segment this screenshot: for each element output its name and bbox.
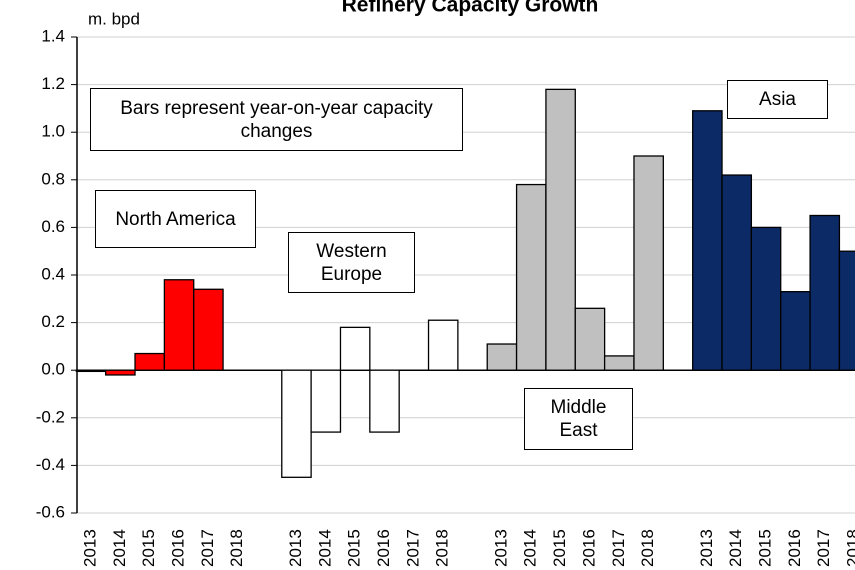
series-label: Middle East — [524, 388, 633, 450]
x-tick-label: 2017 — [403, 529, 422, 567]
annotation: Bars represent year-on-year capacity cha… — [90, 88, 463, 151]
bar — [780, 291, 811, 371]
x-tick-label: 2016 — [785, 529, 804, 567]
x-tick-label: 2013 — [491, 529, 510, 567]
series-label: Western Europe — [288, 232, 415, 293]
y-axis-label: m. bpd — [88, 9, 140, 28]
y-tick-label: 0.6 — [41, 217, 65, 236]
bar — [75, 369, 107, 373]
x-tick-label: 2018 — [844, 529, 855, 567]
bar — [105, 369, 136, 376]
bar — [721, 174, 753, 371]
x-tick-label: 2016 — [579, 529, 598, 567]
x-tick-label: 2014 — [521, 529, 540, 567]
bar — [310, 369, 342, 433]
bar — [486, 343, 518, 371]
bar — [574, 307, 606, 371]
bar — [339, 326, 371, 371]
bar — [163, 279, 195, 371]
x-tick-label: 2017 — [814, 529, 833, 567]
x-tick-label: 2015 — [345, 529, 364, 567]
x-tick-label: 2013 — [286, 529, 305, 567]
y-tick-label: -0.2 — [36, 407, 65, 426]
y-tick-label: -0.4 — [36, 455, 65, 474]
series-label: North America — [95, 190, 256, 248]
y-tick-label: 1.0 — [41, 122, 65, 141]
y-tick-label: 0.8 — [41, 169, 65, 188]
x-tick-label: 2014 — [110, 529, 129, 567]
bar — [603, 355, 635, 371]
bar — [809, 214, 841, 371]
bar — [692, 110, 723, 371]
y-tick-label: 0.4 — [41, 264, 65, 283]
bar — [838, 250, 855, 371]
x-tick-label: 2017 — [609, 529, 628, 567]
bar — [750, 226, 782, 371]
x-tick-label: 2017 — [198, 529, 217, 567]
x-tick-label: 2018 — [227, 529, 246, 567]
y-tick-label: 0.0 — [41, 360, 65, 379]
x-tick-label: 2018 — [638, 529, 657, 567]
x-tick-label: 2013 — [697, 529, 716, 567]
bar — [369, 369, 400, 433]
y-tick-label: -0.6 — [36, 502, 65, 521]
y-tick-label: 1.2 — [41, 74, 65, 93]
bar — [633, 155, 664, 371]
series-label: Asia — [727, 80, 828, 119]
y-tick-label: 1.4 — [41, 26, 65, 45]
y-tick-label: 0.2 — [41, 312, 65, 331]
x-tick-label: 2015 — [550, 529, 569, 567]
chart-title: Refinery Capacity Growth — [342, 0, 599, 17]
x-tick-label: 2015 — [139, 529, 158, 567]
x-tick-label: 2016 — [169, 529, 188, 567]
x-tick-label: 2018 — [433, 529, 452, 567]
x-tick-label: 2014 — [726, 529, 745, 567]
bar — [427, 319, 459, 371]
bar — [545, 88, 576, 371]
x-tick-label: 2014 — [315, 529, 334, 567]
x-tick-label: 2013 — [80, 529, 99, 567]
bar — [515, 183, 547, 371]
x-tick-label: 2015 — [756, 529, 775, 567]
bar — [134, 352, 166, 371]
bar — [193, 288, 224, 371]
bar — [281, 369, 312, 478]
x-tick-label: 2016 — [374, 529, 393, 567]
